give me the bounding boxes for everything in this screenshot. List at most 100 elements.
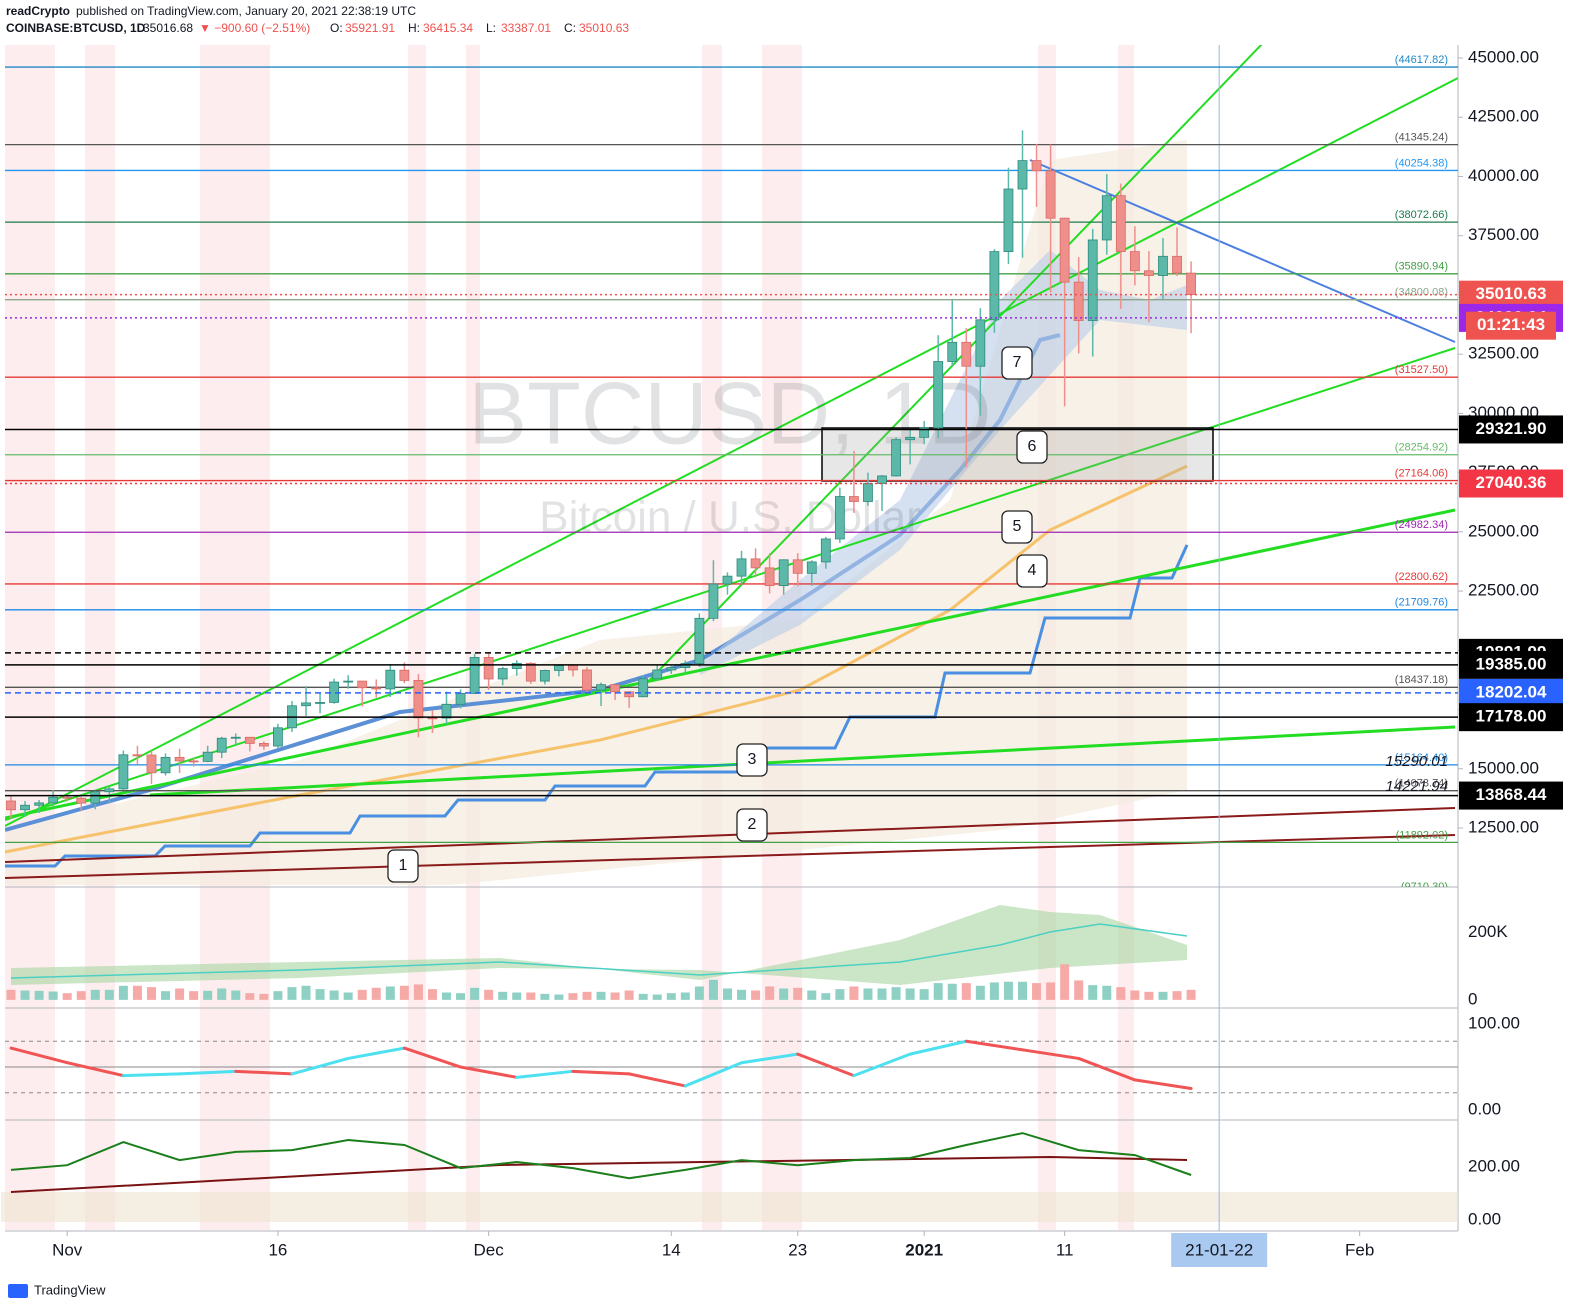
candle-body bbox=[764, 567, 775, 587]
volume-bar bbox=[76, 991, 86, 1000]
volume-bar bbox=[146, 987, 156, 1000]
wave-label: 3 bbox=[748, 751, 757, 768]
wave-box bbox=[1016, 554, 1048, 588]
volume-bar bbox=[737, 989, 747, 1000]
candle-body bbox=[905, 436, 916, 441]
volume-bar bbox=[933, 983, 943, 1000]
volume-bar bbox=[793, 987, 803, 1000]
candle-body bbox=[441, 703, 452, 719]
price-badge-label: 17178.00 bbox=[1476, 707, 1547, 726]
volume-bar bbox=[610, 992, 620, 1000]
candle-body bbox=[188, 760, 199, 763]
level-label: (35890.94) bbox=[1395, 261, 1448, 273]
candle-body bbox=[413, 679, 424, 719]
volume-bar bbox=[1032, 983, 1042, 1000]
oscillator-line bbox=[740, 1052, 800, 1065]
x-tick-label: 23 bbox=[788, 1240, 807, 1259]
volume-bar bbox=[1074, 980, 1084, 1000]
x-tick-label: 2021 bbox=[905, 1240, 943, 1259]
oscillator-line bbox=[908, 1039, 968, 1056]
candle-body bbox=[539, 670, 550, 682]
candle-body bbox=[596, 684, 606, 691]
wave-box bbox=[387, 849, 419, 883]
candle-body bbox=[371, 687, 382, 690]
level-label: (21709.76) bbox=[1395, 597, 1448, 609]
x-tick-label: Dec bbox=[474, 1240, 505, 1259]
wave-box bbox=[736, 808, 768, 842]
oscillator-line bbox=[627, 1072, 687, 1088]
candle-body bbox=[357, 680, 368, 689]
oscillator-tick-label: 0.00 bbox=[1468, 1099, 1501, 1118]
level-label: (24982.34) bbox=[1395, 519, 1448, 531]
volume-bar bbox=[132, 985, 142, 1000]
level-label: (15164.40) bbox=[1395, 752, 1448, 764]
volume-bar bbox=[470, 987, 480, 1000]
level-label: (28254.92) bbox=[1395, 442, 1448, 454]
candle-body bbox=[933, 361, 944, 429]
oscillator-line bbox=[234, 1069, 294, 1076]
candle-body bbox=[736, 558, 747, 577]
candle-body bbox=[258, 743, 269, 747]
candle-body bbox=[76, 797, 87, 804]
momentum-band bbox=[1, 1192, 1458, 1222]
candle-body bbox=[1186, 272, 1196, 296]
volume-bar bbox=[1116, 987, 1126, 1000]
oscillator-line bbox=[9, 1046, 69, 1065]
y-tick-label: 32500.00 bbox=[1468, 344, 1539, 363]
volume-bar bbox=[919, 989, 929, 1000]
volume-bar bbox=[1102, 985, 1112, 1000]
level-label: (18437.18) bbox=[1395, 674, 1448, 686]
level-label: (41345.24) bbox=[1395, 132, 1448, 144]
volume-bar bbox=[104, 989, 114, 1000]
candle-body bbox=[919, 427, 930, 438]
volume-bar bbox=[624, 990, 634, 1000]
candle-body bbox=[1129, 251, 1140, 272]
candle-body bbox=[483, 657, 494, 680]
volume-bar bbox=[203, 990, 213, 1000]
candle-body bbox=[708, 583, 719, 619]
candle-body bbox=[216, 737, 227, 753]
volume-bar bbox=[807, 990, 817, 1000]
wave-label: 2 bbox=[748, 816, 757, 833]
ohlc-value: 35010.63 bbox=[579, 21, 629, 35]
volume-bar bbox=[6, 989, 16, 1000]
candle-body bbox=[834, 496, 845, 540]
candle-body bbox=[891, 439, 901, 477]
price-note: 14221.94 bbox=[1385, 778, 1448, 795]
price-badge-label: 19385.00 bbox=[1476, 654, 1547, 673]
y-tick-label: 40000.00 bbox=[1468, 166, 1539, 185]
volume-bar bbox=[1130, 990, 1140, 1000]
ohlc-label: H: bbox=[408, 21, 420, 35]
candle-body bbox=[1059, 217, 1070, 283]
candle-body bbox=[1158, 255, 1168, 276]
candle-body bbox=[568, 665, 578, 671]
candle-body bbox=[624, 691, 635, 698]
candle-body bbox=[961, 341, 972, 367]
volume-bar bbox=[779, 988, 789, 1000]
candle-body bbox=[20, 804, 30, 811]
volume-bar bbox=[20, 990, 30, 1000]
candle-body bbox=[90, 791, 101, 804]
volume-bar bbox=[1060, 964, 1070, 1000]
x-tick-label: 16 bbox=[268, 1240, 287, 1259]
volume-tick-label: 200K bbox=[1468, 922, 1508, 941]
y-tick-label: 37500.00 bbox=[1468, 225, 1539, 244]
candle-body bbox=[273, 727, 283, 747]
volume-bar bbox=[245, 993, 255, 1000]
volume-tick-label: 0 bbox=[1468, 989, 1477, 1008]
x-tick-label: Nov bbox=[52, 1240, 83, 1259]
volume-bar bbox=[540, 993, 550, 1000]
volume-bar bbox=[189, 991, 199, 1000]
oscillator-line bbox=[1077, 1056, 1137, 1082]
candle-body bbox=[399, 669, 410, 681]
level-label: (14073.74) bbox=[1395, 778, 1448, 790]
candle-body bbox=[582, 669, 592, 691]
y-tick-label: 22500.00 bbox=[1468, 581, 1539, 600]
volume-bar bbox=[568, 993, 578, 1000]
volume-bar bbox=[1144, 991, 1154, 1000]
brand: TradingView bbox=[34, 1282, 106, 1297]
level-label: (22800.62) bbox=[1395, 571, 1448, 583]
volume-bar bbox=[638, 993, 648, 1000]
volume-bar bbox=[1046, 982, 1056, 1000]
oscillator-line bbox=[178, 1069, 238, 1076]
